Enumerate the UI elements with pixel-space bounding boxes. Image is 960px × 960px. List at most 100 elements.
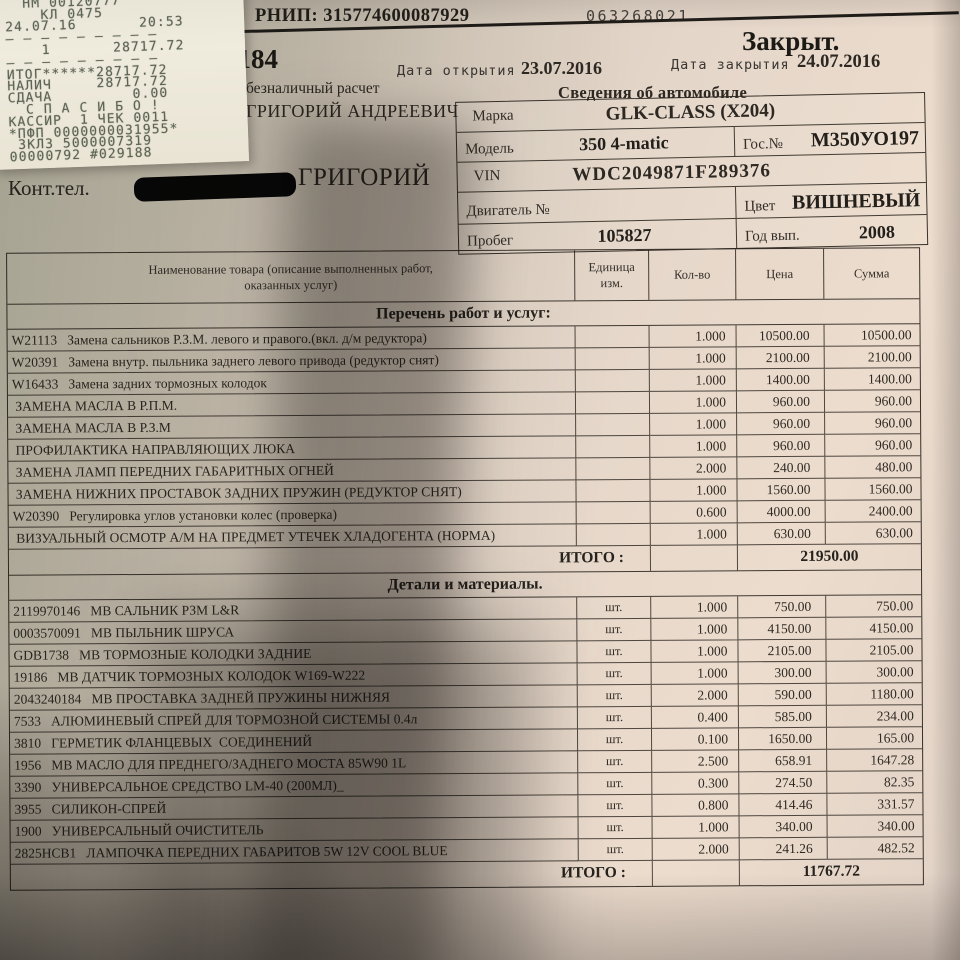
payment-type: безналичный расчет — [246, 80, 380, 97]
date-close-value: 24.07.2016 — [797, 52, 881, 72]
plate-label: Гос.№ — [742, 135, 784, 153]
item-sum: 1400.00 — [824, 368, 920, 391]
item-qty: 1.000 — [651, 640, 739, 663]
item-price: 960.00 — [737, 412, 826, 436]
date-open-value: 23.07.2016 — [521, 58, 602, 78]
brand-label: Марка — [472, 107, 514, 125]
item-price: 241.26 — [739, 837, 828, 861]
item-unit: шт. — [578, 838, 653, 862]
item-unit — [575, 325, 650, 349]
date-close-label: Дата закрытия — [671, 57, 790, 73]
item-qty: 2.500 — [652, 750, 740, 773]
item-sum: 331.57 — [827, 793, 923, 816]
item-qty: 0.400 — [651, 706, 739, 729]
item-price: 658.91 — [739, 749, 828, 773]
item-price: 750.00 — [738, 595, 827, 619]
item-unit — [575, 369, 650, 393]
contact-person-name: ГРИГОРИЙ — [298, 164, 431, 191]
item-price: 1560.00 — [737, 478, 826, 502]
item-sum: 340.00 — [827, 815, 923, 838]
vehicle-info-table: Марка GLK-CLASS (X204) Модель 350 4-mati… — [455, 92, 929, 255]
col-header-sum: Сумма — [853, 266, 890, 281]
col-header-price: Цена — [736, 248, 825, 300]
item-price: 274.50 — [739, 771, 828, 795]
item-unit: шт. — [578, 750, 653, 774]
item-sum: 960.00 — [825, 434, 921, 457]
item-unit: шт. — [578, 816, 653, 840]
item-price: 10500.00 — [736, 324, 825, 348]
date-open-label: Дата открытия — [397, 63, 516, 79]
item-unit — [576, 523, 651, 547]
item-unit — [576, 457, 651, 481]
engine-value — [549, 187, 735, 222]
item-sum: 1560.00 — [825, 478, 921, 501]
parts-total-value: 11767.72 — [802, 862, 861, 880]
item-price: 414.46 — [739, 793, 828, 817]
item-price: 4000.00 — [737, 500, 826, 524]
item-unit: шт. — [577, 728, 653, 752]
item-sum: 1180.00 — [826, 683, 922, 706]
year-label: Год вып. — [744, 227, 800, 245]
item-qty: 1.000 — [652, 816, 740, 839]
item-qty: 0.600 — [650, 501, 738, 524]
item-price: 585.00 — [738, 705, 827, 729]
item-sum: 2105.00 — [826, 639, 922, 662]
item-qty: 2.000 — [650, 457, 738, 480]
item-price: 300.00 — [738, 661, 827, 685]
item-qty: 1.000 — [649, 325, 737, 348]
item-price: 960.00 — [736, 390, 826, 414]
model-label: Модель — [464, 140, 514, 158]
items-table-header: Наименование товара (описание выполненны… — [7, 248, 920, 305]
item-qty: 1.000 — [650, 479, 738, 502]
item-qty: 0.100 — [651, 728, 740, 751]
item-price: 4150.00 — [738, 617, 827, 641]
parts-total-row: ИТОГО : 11767.72 — [10, 859, 923, 890]
item-sum: 2400.00 — [825, 500, 921, 523]
item-sum: 165.00 — [826, 727, 923, 750]
item-sum: 4150.00 — [826, 617, 922, 640]
item-qty: 1.000 — [649, 391, 738, 414]
redacted-phone-bar — [133, 172, 297, 202]
item-qty: 0.800 — [652, 794, 740, 817]
item-price: 630.00 — [737, 522, 826, 546]
item-sum: 482.52 — [827, 837, 923, 860]
item-unit: шт. — [578, 772, 653, 796]
item-price: 2105.00 — [738, 639, 827, 663]
item-sum: 480.00 — [825, 456, 921, 479]
item-unit — [575, 391, 651, 415]
item-sum: 300.00 — [826, 661, 922, 684]
vin-label: VIN — [473, 167, 501, 185]
client-name: ГРИГОРИЙ АНДРЕЕВИЧ — [246, 101, 459, 121]
color-value: ВИШНЕВЫЙ — [791, 189, 921, 214]
col-header-unit: Единица изм. — [575, 249, 650, 301]
item-qty: 1.000 — [649, 347, 737, 370]
parts-total-label: ИТОГО : — [10, 860, 653, 890]
item-unit — [576, 413, 651, 437]
color-label: Цвет — [744, 198, 776, 215]
item-qty: 1.000 — [650, 413, 738, 436]
item-price: 960.00 — [737, 434, 826, 458]
item-price: 1400.00 — [736, 368, 825, 392]
item-unit: шт. — [578, 794, 653, 818]
item-sum: 630.00 — [825, 522, 921, 545]
items-table: Наименование товара (описание выполненны… — [6, 247, 924, 891]
item-unit: шт. — [577, 596, 652, 620]
item-unit: шт. — [577, 662, 652, 686]
item-unit: шт. — [577, 618, 652, 642]
item-unit: шт. — [577, 640, 652, 664]
item-sum: 750.00 — [826, 595, 922, 618]
item-unit — [576, 479, 651, 503]
item-sum: 234.00 — [826, 705, 922, 728]
item-qty: 1.000 — [651, 596, 739, 619]
item-qty: 1.000 — [650, 523, 738, 546]
item-sum: 10500.00 — [824, 324, 920, 347]
item-sum: 960.00 — [825, 412, 921, 435]
item-qty: 1.000 — [650, 435, 738, 458]
parts-rows: 2119970146 МВ САЛЬНИК РЗМ L&R шт. 1.000 … — [9, 595, 923, 865]
item-unit — [576, 435, 651, 459]
item-qty: 1.000 — [649, 369, 737, 392]
item-qty: 1.000 — [651, 662, 739, 685]
item-unit: шт. — [577, 706, 652, 730]
